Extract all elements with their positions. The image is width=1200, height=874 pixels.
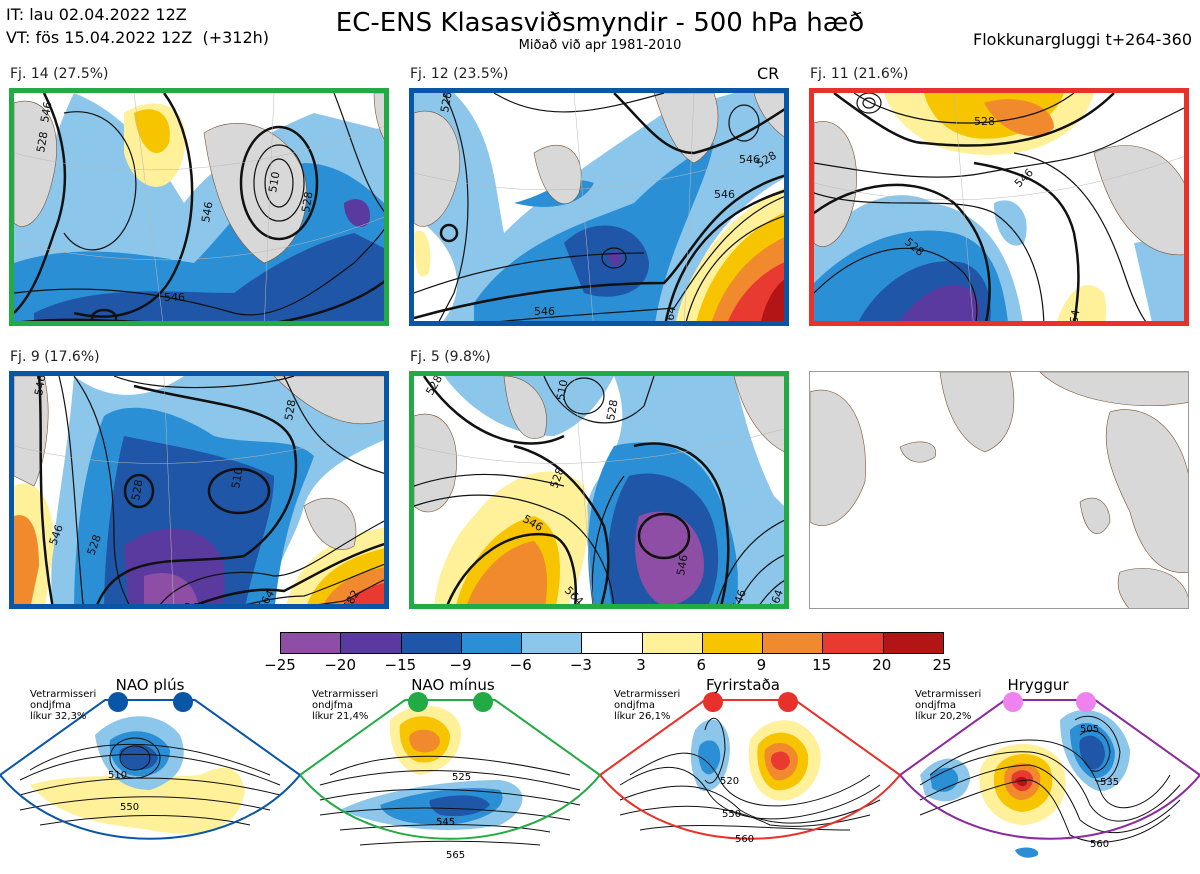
colorbar-tick-label: −3 — [569, 656, 592, 674]
contour-label: 528 — [282, 399, 298, 422]
contour-label: 546 — [38, 101, 54, 124]
regime-title-ridge: Hryggur — [1007, 676, 1069, 694]
regime-title-nao-minus: NAO mínus — [411, 676, 495, 694]
regime-contour-label: 545 — [436, 817, 455, 828]
cluster-map-5: 528 510 528 546 528 546 564 546 564 — [409, 371, 789, 609]
regime-note-nao-minus: Vetrarmisseri ondjfma líkur 21,4% — [312, 689, 379, 722]
regime-contour-label: 535 — [1100, 777, 1119, 788]
cluster-map-12: 528 546 528 546 546 564 — [409, 88, 789, 326]
regime-contour-label: 510 — [108, 770, 127, 781]
contour-label: 546 — [964, 321, 985, 326]
colorbar-swatch — [460, 633, 522, 653]
colorbar-tick-label: −15 — [384, 656, 417, 674]
colorbar-tick-label: −6 — [509, 656, 532, 674]
regime-contour-label: 550 — [722, 809, 741, 820]
colorbar-swatch — [822, 633, 883, 653]
cluster-map-11: 528 546 528 546 564 — [809, 88, 1189, 326]
colorbar-tick-label: 3 — [636, 656, 646, 674]
page-title: EC-ENS Klasasviðsmyndir - 500 hPa hæð — [335, 8, 865, 38]
issue-time: IT: lau 02.04.2022 12Z — [6, 5, 187, 24]
colorbar-tick-label: 6 — [696, 656, 707, 674]
regime-note-ridge: Vetrarmisseri ondjfma líkur 20,2% — [915, 689, 982, 722]
colorbar-swatch — [641, 633, 702, 653]
colorbar-swatch — [521, 633, 582, 653]
contour-label: 510 — [266, 171, 282, 194]
contour-label: 546 — [199, 201, 215, 224]
regime-ridge: 505 535 560 — [898, 680, 1200, 870]
colorbar-swatches — [281, 633, 943, 653]
contour-label: 546 — [164, 291, 185, 304]
colorbar-tick-label: 25 — [932, 656, 952, 674]
colorbar-swatch — [762, 633, 823, 653]
cluster-map-14: 546 528 510 528 546 546 — [9, 88, 389, 326]
classification-window: Flokkunargluggi t+264-360 — [973, 30, 1192, 49]
contour-label: 528 — [974, 115, 995, 128]
contour-label: 510 — [554, 379, 570, 402]
cluster-label-11: Fj. 11 (21.6%) — [810, 66, 909, 82]
cluster-label-12: Fj. 12 (23.5%) — [410, 66, 509, 82]
contour-label: 546 — [739, 153, 760, 166]
valid-time: VT: fös 15.04.2022 12Z (+312h) — [6, 28, 270, 47]
contour-label: 528 — [299, 191, 315, 214]
cluster-map-9: 546 528 528 510 546 528 546 564 582 — [9, 371, 389, 609]
cr-marker: CR — [757, 64, 780, 83]
contour-label: 564 — [662, 306, 678, 326]
contour-label: 546 — [534, 305, 555, 318]
contour-label: 510 — [229, 467, 245, 490]
colorbar-tick-label: 9 — [756, 656, 767, 674]
regime-contour-label: 525 — [452, 772, 471, 783]
regime-contour-label: 560 — [1090, 839, 1109, 850]
colorbar-swatch — [340, 633, 401, 653]
contour-label: 528 — [34, 131, 50, 154]
colorbar-tick-label: −20 — [324, 656, 356, 674]
contour-label: 546 — [714, 188, 735, 201]
contour-label: 546 — [184, 601, 205, 609]
contour-label: 546 — [674, 554, 690, 577]
contour-label: 546 — [32, 376, 48, 397]
colorbar-swatch — [400, 633, 461, 653]
cluster-label-5: Fj. 5 (9.8%) — [410, 349, 491, 365]
colorbar-tick-label: −25 — [264, 656, 296, 674]
regime-note-blocking: Vetrarmisseri ondjfma líkur 26,1% — [614, 689, 681, 722]
cluster-label-9: Fj. 9 (17.6%) — [10, 349, 100, 365]
colorbar-tick-label: 15 — [812, 656, 832, 674]
regime-title-nao-plus: NAO plús — [115, 676, 185, 694]
colorbar-swatch — [701, 633, 763, 653]
regime-contour-label: 550 — [120, 802, 139, 813]
contour-label: 564 — [1066, 309, 1082, 326]
regime-contour-label: 565 — [446, 850, 465, 861]
regime-nao-plus: 510 550 — [0, 680, 302, 870]
regime-blocking: 520 550 560 — [598, 680, 902, 870]
regime-contour-label: 520 — [720, 776, 739, 787]
blank-basemap — [809, 371, 1189, 609]
contour-label: 528 — [438, 93, 454, 114]
cluster-label-14: Fj. 14 (27.5%) — [10, 66, 109, 82]
regime-contour-label: 560 — [735, 834, 754, 845]
page-subtitle: Miðað við apr 1981-2010 — [518, 38, 682, 53]
colorbar-swatch — [281, 633, 341, 653]
regime-contour-label: 505 — [1080, 724, 1099, 735]
regime-note-nao-plus: Vetrarmisseri ondjfma líkur 32,3% — [30, 689, 97, 722]
regime-title-blocking: Fyrirstaða — [706, 676, 780, 694]
colorbar-swatch — [882, 633, 943, 653]
colorbar-tick-label: −9 — [449, 656, 472, 674]
contour-label: 546 — [730, 588, 749, 609]
regime-nao-minus: 525 545 565 — [298, 680, 602, 870]
colorbar-swatch — [581, 633, 642, 653]
colorbar-tick-label: 20 — [872, 656, 892, 674]
contour-label: 528 — [129, 479, 145, 502]
contour-label: 528 — [604, 399, 620, 422]
anomaly-colorbar — [280, 632, 944, 654]
